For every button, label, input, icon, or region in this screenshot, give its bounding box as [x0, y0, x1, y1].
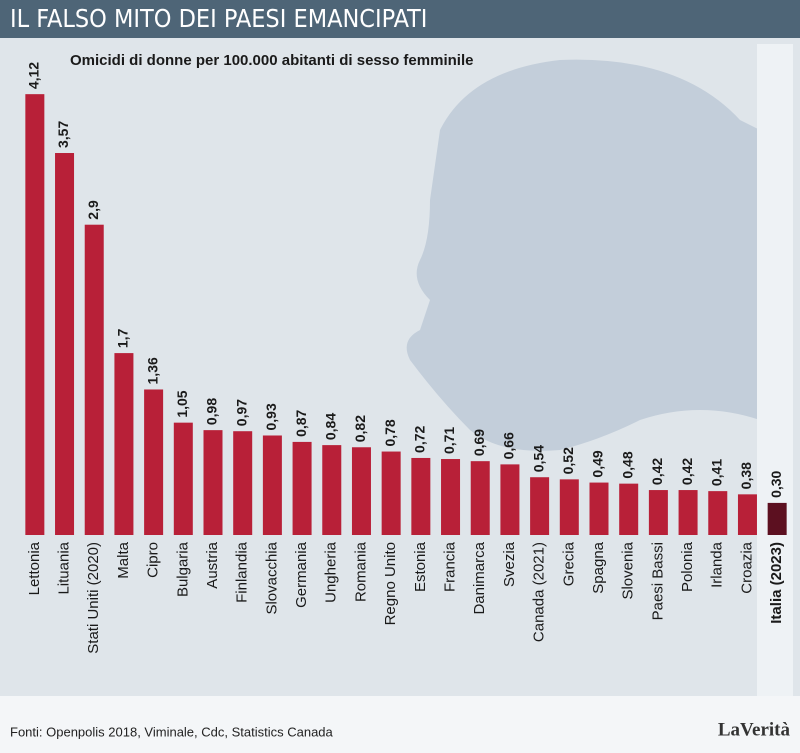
- bar: [25, 94, 45, 535]
- x-tick-label: Germania: [293, 541, 310, 608]
- x-tick-label: Canada (2021): [531, 542, 548, 642]
- value-label: 0,41: [708, 459, 724, 486]
- value-label: 0,30: [768, 470, 784, 497]
- x-tick-label: Paesi Bassi: [649, 542, 666, 620]
- x-tick-label: Ungheria: [323, 541, 340, 603]
- value-label: 0,71: [441, 427, 457, 454]
- value-label: 0,98: [204, 398, 220, 425]
- x-tick-label: Bulgaria: [174, 541, 191, 597]
- bar: [84, 224, 104, 535]
- x-tick-label: Romania: [352, 541, 369, 602]
- bar: [559, 479, 579, 535]
- header-bar: [0, 0, 800, 38]
- value-label: 0,87: [293, 409, 309, 436]
- value-label: 1,7: [115, 328, 131, 348]
- x-tick-label: Stati Uniti (2020): [85, 542, 102, 654]
- bar: [203, 430, 223, 535]
- x-tick-label: Polonia: [679, 541, 696, 592]
- bar: [470, 461, 490, 535]
- bar: [233, 431, 253, 535]
- x-tick-label: Finlandia: [234, 541, 251, 603]
- bar: [144, 389, 164, 535]
- bar: [322, 445, 342, 535]
- x-tick-label: Estonia: [412, 541, 429, 592]
- bar: [708, 491, 728, 535]
- x-tick-label: Francia: [442, 541, 459, 592]
- value-label: 0,69: [471, 429, 487, 456]
- chart-title: IL FALSO MITO DEI PAESI EMANCIPATI: [10, 4, 427, 33]
- value-label: 0,66: [501, 432, 517, 459]
- bar: [678, 490, 698, 535]
- footer: [0, 696, 800, 753]
- x-tick-label: Cipro: [145, 542, 162, 578]
- bar: [589, 482, 609, 535]
- x-tick-label: Slovenia: [620, 541, 637, 599]
- value-label: 0,42: [649, 458, 665, 485]
- value-label: 0,48: [619, 451, 635, 478]
- x-tick-label: Lituania: [56, 541, 73, 594]
- value-label: 0,72: [412, 425, 428, 452]
- head-silhouette: [406, 59, 760, 451]
- value-label: 4,12: [26, 62, 42, 89]
- x-tick-label: Austria: [204, 541, 221, 588]
- x-tick-label: Malta: [115, 541, 132, 578]
- bar: [619, 483, 639, 535]
- bar: [381, 451, 401, 535]
- value-label: 2,9: [85, 200, 101, 220]
- bar: [114, 353, 134, 535]
- x-tick-label: Slovacchia: [263, 541, 280, 614]
- brand: LaVerità: [718, 719, 791, 740]
- bar: [292, 441, 312, 535]
- value-label: 0,82: [352, 415, 368, 442]
- chart-subtitle: Omicidi di donne per 100.000 abitanti di…: [70, 52, 473, 69]
- bar: [500, 464, 520, 535]
- value-label: 1,05: [174, 390, 190, 417]
- bar: [737, 494, 757, 535]
- value-label: 3,57: [55, 121, 71, 148]
- x-tick-label: Regno Unito: [382, 542, 399, 625]
- x-tick-label: Grecia: [560, 541, 577, 586]
- value-label: 0,97: [233, 399, 249, 426]
- x-tick-label: Spagna: [590, 541, 607, 593]
- value-label: 0,52: [560, 447, 576, 474]
- x-tick-label: Danimarca: [471, 541, 488, 614]
- value-label: 0,38: [738, 462, 754, 489]
- value-label: 0,84: [322, 413, 338, 440]
- value-label: 0,93: [263, 403, 279, 430]
- x-tick-label: Irlanda: [709, 541, 726, 588]
- highlight-band: [757, 44, 793, 696]
- source: Fonti: Openpolis 2018, Viminale, Cdc, St…: [10, 724, 334, 739]
- value-label: 0,54: [530, 445, 546, 472]
- bar: [411, 457, 431, 535]
- bar: [767, 502, 787, 535]
- bar: [530, 477, 550, 535]
- bar: [55, 153, 75, 535]
- value-label: 0,49: [590, 450, 606, 477]
- value-label: 0,42: [679, 458, 695, 485]
- bar: [351, 447, 371, 535]
- bar: [173, 422, 193, 535]
- x-tick-label: Croazia: [738, 541, 755, 593]
- bar: [441, 459, 461, 535]
- x-tick-label: Svezia: [501, 541, 518, 587]
- value-label: 1,36: [144, 357, 160, 384]
- bar: [648, 490, 668, 535]
- bar: [262, 435, 282, 535]
- value-label: 0,78: [382, 419, 398, 446]
- x-tick-label: Italia (2023): [768, 542, 785, 624]
- x-tick-label: Lettonia: [26, 541, 43, 595]
